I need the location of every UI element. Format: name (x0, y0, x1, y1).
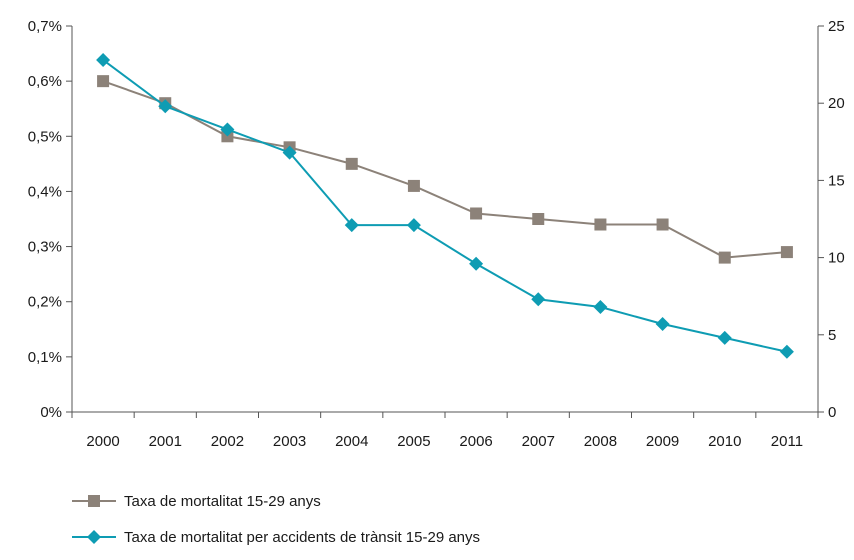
data-point-square (97, 75, 109, 87)
x-tick-label: 2000 (86, 433, 119, 450)
x-tick-label: 2002 (211, 433, 244, 450)
left-tick-label: 0,6% (28, 73, 62, 90)
left-tick-label: 0,2% (28, 294, 62, 311)
data-point-diamond (407, 218, 421, 232)
data-point-square (470, 207, 482, 219)
x-axis-ticks: 2000 2001 2002 2003 2004 2005 2006 2007 2008 2009… (72, 412, 818, 450)
right-tick-label: 0 (828, 404, 836, 421)
data-point-diamond (531, 292, 545, 306)
data-point-square (532, 213, 544, 225)
x-tick-label: 2009 (646, 433, 679, 450)
square-marker-icon (72, 493, 116, 509)
data-point-square (346, 158, 358, 170)
series-2 (96, 53, 794, 359)
x-tick-label: 2005 (397, 433, 430, 450)
diamond-marker-icon (72, 529, 116, 545)
right-tick-label: 15 (828, 172, 845, 189)
legend-item-mortality: Taxa de mortalitat 15-29 anys (72, 488, 480, 514)
right-tick-label: 20 (828, 95, 845, 112)
data-point-diamond (469, 257, 483, 271)
legend: Taxa de mortalitat 15-29 anys Taxa de mo… (72, 488, 480, 560)
data-point-diamond (718, 331, 732, 345)
x-tick-label: 2007 (522, 433, 555, 450)
series-1 (97, 75, 793, 263)
legend-label-traffic: Taxa de mortalitat per accidents de tràn… (124, 529, 480, 546)
left-tick-label: 0,3% (28, 239, 62, 256)
x-tick-label: 2011 (771, 433, 803, 450)
right-tick-label: 25 (828, 18, 845, 35)
x-tick-label: 2003 (273, 433, 306, 450)
x-tick-label: 2004 (335, 433, 368, 450)
data-point-square (719, 252, 731, 264)
x-tick-label: 2006 (459, 433, 492, 450)
chart-canvas: 0% 0,1% 0,2% 0,3% 0,4% 0,5% 0,6% 0,7% 0 5 10 15 20 2… (0, 0, 854, 480)
right-tick-label: 10 (828, 250, 845, 267)
left-tick-label: 0% (40, 404, 62, 421)
x-tick-label: 2008 (584, 433, 617, 450)
data-point-square (781, 246, 793, 258)
left-tick-label: 0,7% (28, 18, 62, 35)
data-point-square (594, 219, 606, 231)
right-axis-ticks: 0 5 10 15 20 25 (818, 18, 845, 421)
x-tick-label: 2010 (708, 433, 741, 450)
data-point-diamond (780, 345, 794, 359)
series-layer (96, 53, 794, 359)
left-tick-label: 0,5% (28, 128, 62, 145)
left-tick-label: 0,1% (28, 349, 62, 366)
data-point-diamond (593, 300, 607, 314)
data-point-diamond (656, 317, 670, 331)
left-axis-ticks: 0% 0,1% 0,2% 0,3% 0,4% 0,5% 0,6% 0,7% (28, 18, 72, 421)
x-tick-label: 2001 (149, 433, 182, 450)
axes (72, 26, 818, 412)
legend-label-mortality: Taxa de mortalitat 15-29 anys (124, 493, 321, 510)
left-tick-label: 0,4% (28, 183, 62, 200)
legend-item-traffic: Taxa de mortalitat per accidents de tràn… (72, 524, 480, 550)
data-point-square (408, 180, 420, 192)
right-tick-label: 5 (828, 327, 836, 344)
series-line (103, 60, 787, 352)
data-point-diamond (96, 53, 110, 67)
series-line (103, 81, 787, 257)
data-point-square (657, 219, 669, 231)
